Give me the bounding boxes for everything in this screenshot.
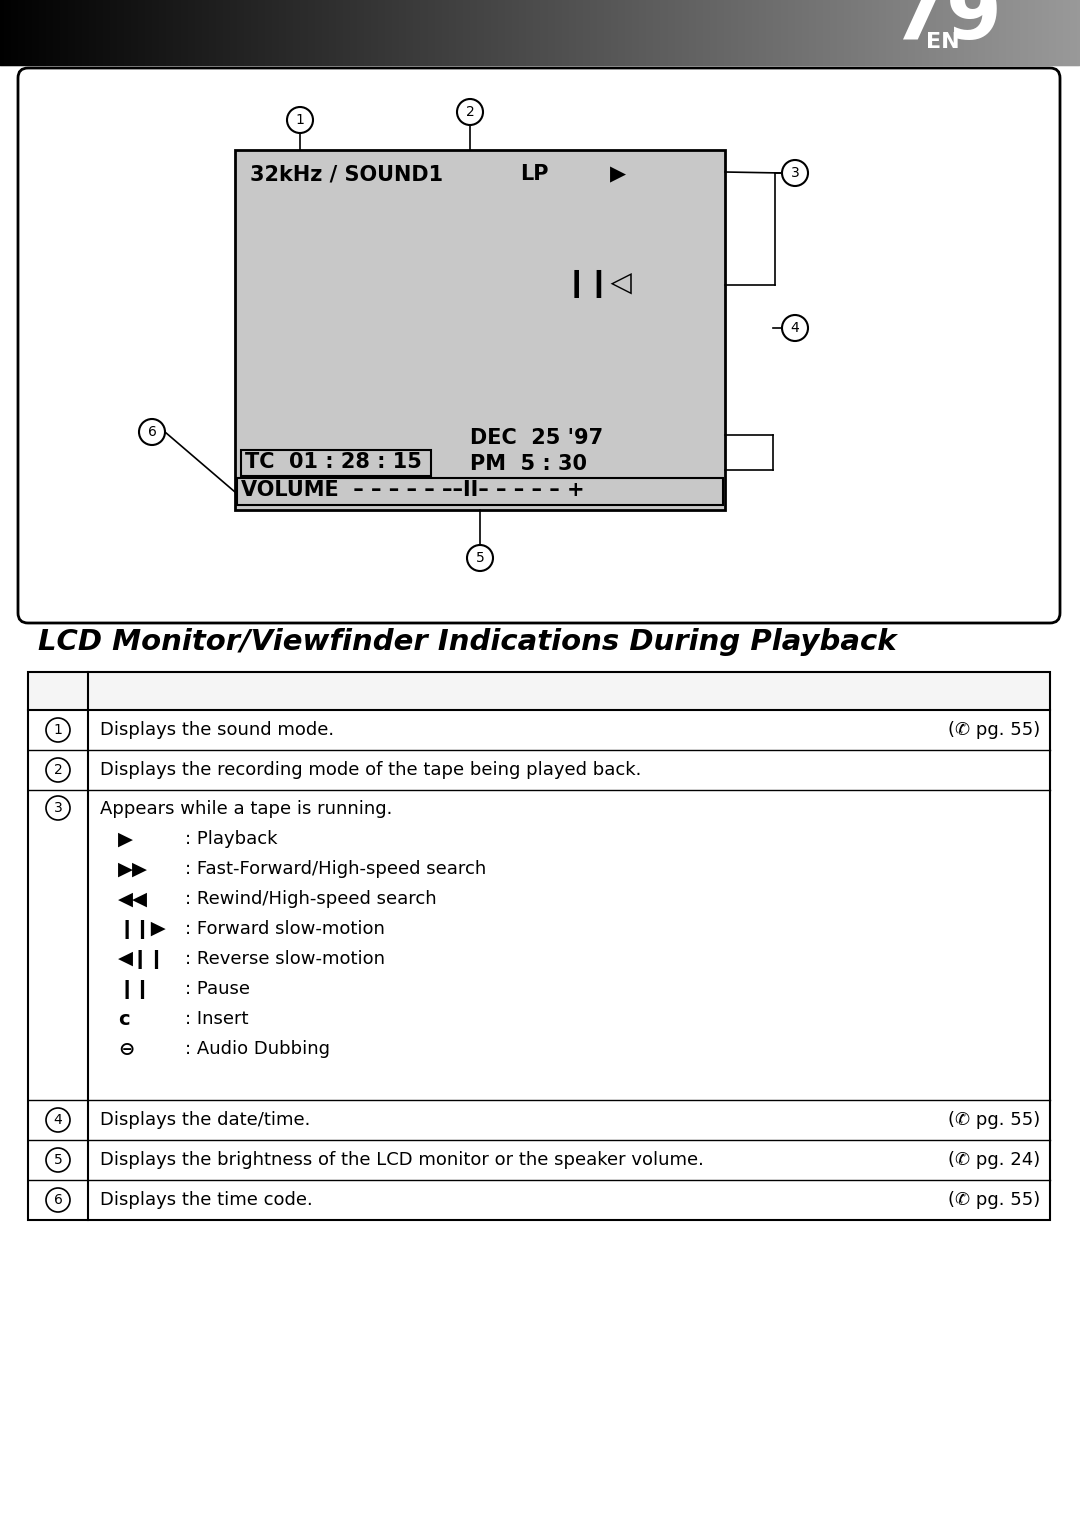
Text: (✆ pg. 55): (✆ pg. 55) [948,1191,1040,1210]
Circle shape [139,419,165,445]
Text: ᴄ: ᴄ [118,1010,130,1029]
Text: Displays the recording mode of the tape being played back.: Displays the recording mode of the tape … [100,760,642,779]
Text: (✆ pg. 24): (✆ pg. 24) [948,1151,1040,1170]
Text: 6: 6 [148,425,157,438]
Text: LCD Monitor/Viewfinder Indications During Playback: LCD Monitor/Viewfinder Indications Durin… [38,629,896,656]
Text: ◀◀: ◀◀ [118,891,148,909]
Text: 1: 1 [296,113,305,127]
Text: : Insert: : Insert [185,1010,248,1029]
Circle shape [457,100,483,126]
Text: ❙❙▶: ❙❙▶ [118,920,165,940]
Text: Displays the date/time.: Displays the date/time. [100,1111,310,1128]
Text: Appears while a tape is running.: Appears while a tape is running. [100,800,392,819]
Text: EN: EN [927,32,960,52]
Text: ▶: ▶ [118,829,133,849]
Text: VOLUME  – – – – – ––II– – – – – +: VOLUME – – – – – ––II– – – – – + [241,480,584,500]
Text: 6: 6 [54,1193,63,1206]
Text: Displays the time code.: Displays the time code. [100,1191,313,1210]
Circle shape [46,796,70,820]
Text: PM  5 : 30: PM 5 : 30 [470,454,588,474]
Circle shape [46,1188,70,1213]
Text: 3: 3 [54,802,63,816]
Text: 2: 2 [465,104,474,120]
Text: : Forward slow-motion: : Forward slow-motion [185,920,384,938]
Text: : Fast-Forward/High-speed search: : Fast-Forward/High-speed search [185,860,486,878]
Text: 5: 5 [54,1153,63,1167]
Text: : Pause: : Pause [185,980,249,998]
Bar [235,150,725,510]
Text: : Rewind/High-speed search: : Rewind/High-speed search [185,891,436,908]
Text: : Audio Dubbing: : Audio Dubbing [185,1039,330,1058]
Bar [241,451,431,477]
Text: ◀❙❙: ◀❙❙ [118,950,165,969]
Text: 32kHz / SOUND1: 32kHz / SOUND1 [249,164,443,184]
Text: No.: No. [43,682,73,701]
Text: 3: 3 [791,166,799,179]
Text: LP: LP [519,164,549,184]
Text: 1: 1 [54,724,63,737]
Circle shape [287,107,313,133]
Circle shape [782,159,808,185]
Text: : Playback: : Playback [185,829,278,848]
FancyBboxPatch shape [18,67,1059,622]
Text: 79: 79 [890,0,1002,57]
Circle shape [46,757,70,782]
Text: 2: 2 [54,763,63,777]
Text: FUNCTION: FUNCTION [523,682,616,701]
Text: 4: 4 [54,1113,63,1127]
Bar [28,671,1050,710]
Text: ❙❙◁: ❙❙◁ [565,270,633,297]
Text: : Reverse slow-motion: : Reverse slow-motion [185,950,384,967]
Text: Displays the brightness of the LCD monitor or the speaker volume.: Displays the brightness of the LCD monit… [100,1151,704,1170]
Text: ▶▶: ▶▶ [118,860,148,878]
Text: Displays the sound mode.: Displays the sound mode. [100,721,334,739]
Circle shape [46,1148,70,1173]
Circle shape [782,314,808,340]
Text: 4: 4 [791,320,799,336]
Text: (✆ pg. 55): (✆ pg. 55) [948,721,1040,739]
Text: DEC  25 '97: DEC 25 '97 [470,428,603,448]
Circle shape [46,717,70,742]
Circle shape [467,546,492,570]
Circle shape [46,1108,70,1131]
Bar [28,671,1050,1220]
Bar [237,478,723,504]
Text: ▶: ▶ [610,164,626,184]
Text: (✆ pg. 55): (✆ pg. 55) [948,1111,1040,1128]
Text: ❙❙: ❙❙ [118,980,151,1000]
Text: 5: 5 [475,550,484,566]
Text: ⊖: ⊖ [118,1039,134,1059]
Text: TC  01 : 28 : 15: TC 01 : 28 : 15 [245,452,422,472]
